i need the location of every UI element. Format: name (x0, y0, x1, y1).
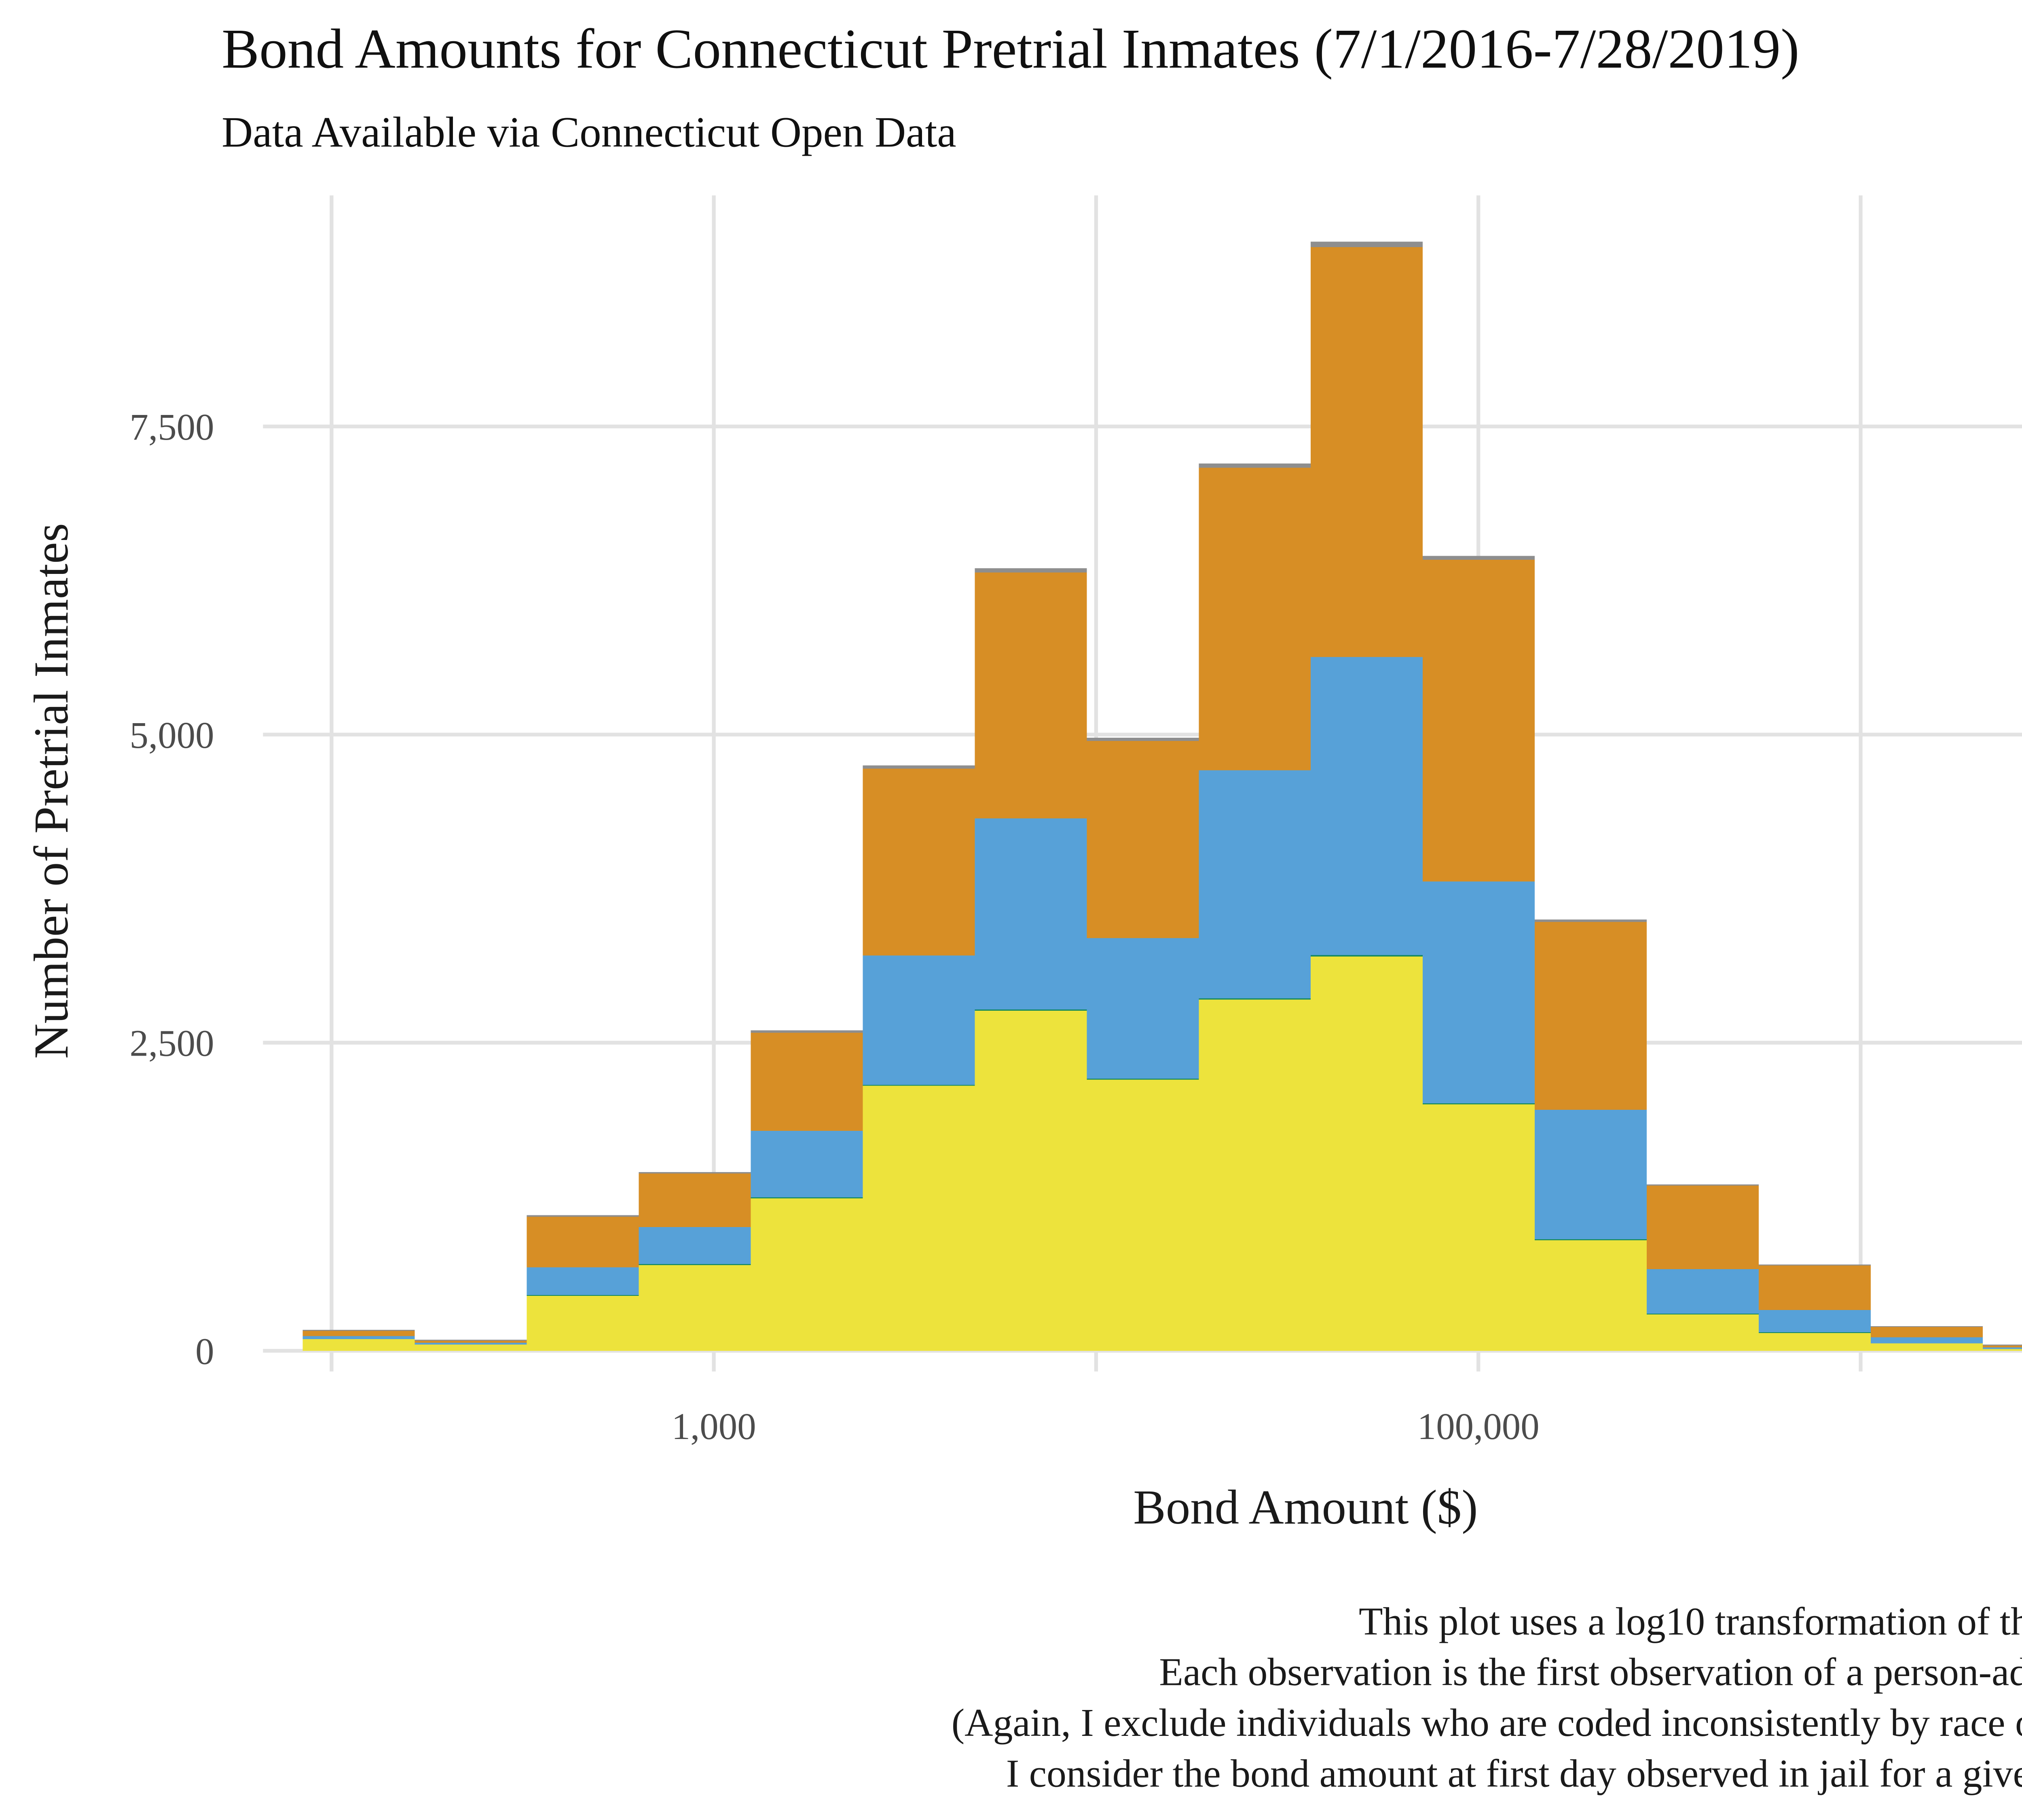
bar-segment-hispanic (302, 1336, 415, 1339)
bar-segment-black (975, 572, 1087, 819)
caption: This plot uses a log10 transformation of… (952, 1597, 2022, 1800)
bar-segment-black (527, 1217, 639, 1268)
bar-segment-hispanic (1087, 938, 1199, 1079)
bar-segment-asian (302, 1330, 415, 1331)
bar-segment-white (302, 1339, 415, 1351)
bar-segment-hispanic (751, 1130, 863, 1198)
bar-segment-native-american (863, 1085, 975, 1086)
bar-segment-hispanic (639, 1227, 751, 1264)
bar-segment-native-american (639, 1264, 751, 1265)
bar-segment-hispanic (1535, 1110, 1647, 1240)
bar-segment-asian (1647, 1184, 1759, 1186)
bar-segment-black (639, 1173, 751, 1227)
bar-segment-native-american (527, 1295, 639, 1296)
bar-segment-white (1871, 1343, 1983, 1351)
chart-title: Bond Amounts for Connecticut Pretrial In… (222, 19, 1800, 81)
bar-segment-black (1199, 468, 1311, 770)
bar-segment-hispanic (1871, 1337, 1983, 1344)
bar-segment-native-american (975, 1009, 1087, 1011)
y-tick-label: 2,500 (130, 1023, 214, 1064)
bar-segment-asian (1983, 1344, 2022, 1346)
caption-line: (Again, I exclude individuals who are co… (951, 1700, 2022, 1746)
bar-segment-native-american (1535, 1239, 1647, 1240)
x-tick-label: 1,000 (672, 1406, 756, 1448)
bar-segment-black (1871, 1326, 1983, 1337)
bar-segment-hispanic (1983, 1347, 2022, 1349)
bar-segment-white (1087, 1079, 1199, 1351)
bar-segment-hispanic (1423, 881, 1535, 1103)
bar-segment-black (1647, 1185, 1759, 1270)
bar-segment-hispanic (1647, 1269, 1759, 1314)
bar-segment-white (751, 1198, 863, 1351)
bar-segment-asian (1087, 737, 1199, 741)
bar-segment-white (415, 1344, 527, 1351)
bar-segment-white (975, 1010, 1087, 1351)
bar-segment-asian (863, 765, 975, 769)
bar-segment-native-american (751, 1197, 863, 1198)
y-tick-label: 7,500 (130, 406, 214, 448)
bar-segment-asian (975, 568, 1087, 573)
bar-segment-black (1311, 247, 1423, 657)
bar-segment-white (1759, 1332, 1871, 1351)
bar-segment-hispanic (527, 1267, 639, 1295)
bar-segment-black (1423, 560, 1535, 882)
caption-line: This plot uses a log10 transformation of… (1358, 1599, 2022, 1644)
x-tick-label: 100,000 (1417, 1406, 1540, 1448)
y-tick-label: 0 (195, 1331, 214, 1372)
bar-segment-native-american (1759, 1332, 1871, 1333)
bar-segment-hispanic (975, 818, 1087, 1009)
bar-segment-black (415, 1340, 527, 1343)
bar-segment-white (1535, 1240, 1647, 1351)
y-tick-label: 5,000 (130, 715, 214, 756)
caption-line: Each observation is the first observatio… (1159, 1649, 2022, 1695)
bar-segment-hispanic (415, 1343, 527, 1345)
bar-segment-white (1983, 1349, 2022, 1351)
bar-segment-white (1647, 1314, 1759, 1351)
bar-segment-white (639, 1264, 751, 1351)
x-axis-title: Bond Amount ($) (1133, 1480, 1478, 1535)
bar-segment-white (1199, 999, 1311, 1351)
bar-segment-black (302, 1330, 415, 1336)
bar-segment-white (1423, 1104, 1535, 1351)
bar-segment-native-american (1311, 955, 1423, 957)
y-axis-title: Number of Pretrial Inmates (24, 523, 79, 1059)
bar-segment-hispanic (1311, 657, 1423, 955)
bar-segment-black (1087, 741, 1199, 938)
bar-segment-native-american (1199, 998, 1311, 1000)
bar-segment-white (1311, 956, 1423, 1351)
chart-subtitle: Data Available via Connecticut Open Data (222, 109, 956, 156)
bar-segment-asian (1311, 241, 1423, 248)
bar-segment-black (1759, 1265, 1871, 1310)
bar-segment-asian (751, 1030, 863, 1033)
bar-segment-hispanic (1759, 1310, 1871, 1332)
bar-segment-hispanic (1199, 770, 1311, 999)
bar-segment-hispanic (863, 955, 975, 1085)
bar-segment-white (863, 1086, 975, 1351)
bar-segment-white (527, 1295, 639, 1351)
bar-segment-asian (1423, 556, 1535, 560)
bar-segment-black (863, 768, 975, 956)
bar-segment-asian (1759, 1264, 1871, 1266)
bar-segment-black (1983, 1344, 2022, 1348)
bar-segment-native-american (1423, 1103, 1535, 1105)
bar-segment-asian (1199, 463, 1311, 468)
bar-segment-asian (1871, 1326, 1983, 1327)
caption-line: I consider the bond amount at first day … (1006, 1751, 2022, 1796)
bar-segment-asian (1535, 919, 1647, 922)
bar-segment-asian (639, 1172, 751, 1174)
bar-segment-black (1535, 922, 1647, 1110)
bar-segment-black (751, 1033, 863, 1131)
bar-segment-asian (527, 1215, 639, 1217)
